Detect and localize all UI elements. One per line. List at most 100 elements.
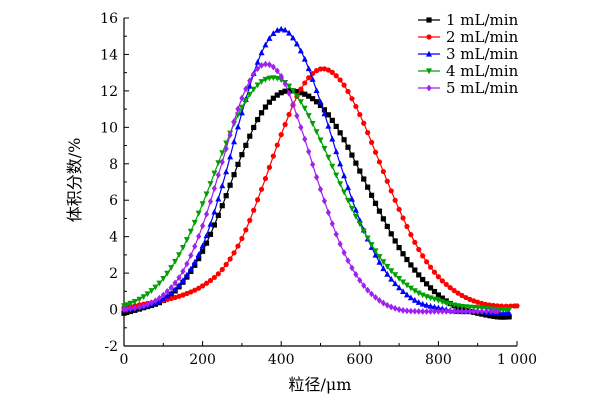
data-point [215,195,222,202]
data-point [400,288,407,295]
data-point [207,181,214,187]
data-point [333,172,340,179]
data-point [396,306,402,313]
data-point [471,298,477,304]
data-point [392,197,398,203]
data-point [266,99,273,105]
data-point [439,307,445,315]
data-point [274,75,281,82]
data-point [306,93,312,99]
legend-label: 3 mL/min [446,45,519,63]
data-point [313,87,320,94]
data-point [352,206,359,213]
data-point [219,158,225,166]
data-point [207,231,214,237]
data-point [467,307,473,315]
data-point [337,181,344,188]
data-point [337,240,343,248]
data-point [246,91,253,98]
data-point [293,93,300,100]
data-point [341,249,347,257]
legend-marker [426,50,432,57]
data-point [262,41,269,48]
data-point [365,184,371,190]
data-point [266,164,273,170]
data-point [376,159,383,165]
y-tick-label: 0 [109,303,118,319]
data-point [168,265,175,271]
data-point [317,102,324,109]
data-point [211,222,217,228]
legend-item: 3 mL/min [418,45,519,63]
series-5 [121,60,500,315]
data-point [176,293,182,299]
data-point [156,280,163,287]
data-point [168,284,174,291]
data-point [459,292,465,299]
data-point [164,270,171,277]
data-point [247,217,253,223]
data-point [407,285,414,292]
x-tick-label: 600 [346,352,373,368]
data-point [124,305,130,313]
data-point [235,105,241,113]
data-point [144,300,151,308]
data-point [361,120,367,126]
data-point [164,292,171,299]
data-point [483,307,490,315]
data-point [211,184,217,192]
data-point [136,296,143,303]
data-point [289,88,296,94]
data-point [412,239,418,245]
data-point [255,65,261,73]
data-point [313,173,320,181]
data-point [243,85,249,93]
data-point [278,72,284,80]
data-point [337,160,344,167]
data-point [479,307,485,315]
data-point [191,219,198,226]
data-point [302,135,308,143]
data-point [427,302,434,309]
data-point [451,287,457,294]
data-point [365,130,371,136]
data-point [325,122,332,129]
data-point [255,197,261,203]
data-point [357,277,363,284]
data-point [455,290,461,296]
data-point [262,60,269,68]
data-point [127,300,134,307]
data-point [238,104,245,111]
data-point [317,66,324,72]
data-point [404,256,410,263]
data-point [416,272,422,278]
legend-label: 4 mL/min [446,62,519,80]
legend-item: 2 mL/min [418,28,519,46]
data-point [341,172,348,179]
data-point [337,130,343,136]
data-point [172,294,178,301]
data-point [290,100,296,108]
data-point [242,97,249,104]
y-tick-label: 14 [100,47,118,63]
data-point [365,286,371,294]
data-point [333,148,340,155]
data-point [203,280,210,286]
data-point [219,203,225,209]
data-point [325,67,331,73]
data-point [223,168,230,175]
data-point [392,280,399,287]
data-point [183,271,190,278]
data-point [506,306,513,313]
data-point [329,220,335,228]
legend-label: 2 mL/min [446,28,519,46]
data-point [223,193,229,199]
data-point [424,308,430,315]
y-tick-label: 10 [100,120,118,136]
data-point [293,40,300,47]
data-point [392,304,398,312]
data-point [219,150,226,157]
data-point [392,272,399,279]
data-point [447,307,453,315]
data-point [231,172,237,178]
